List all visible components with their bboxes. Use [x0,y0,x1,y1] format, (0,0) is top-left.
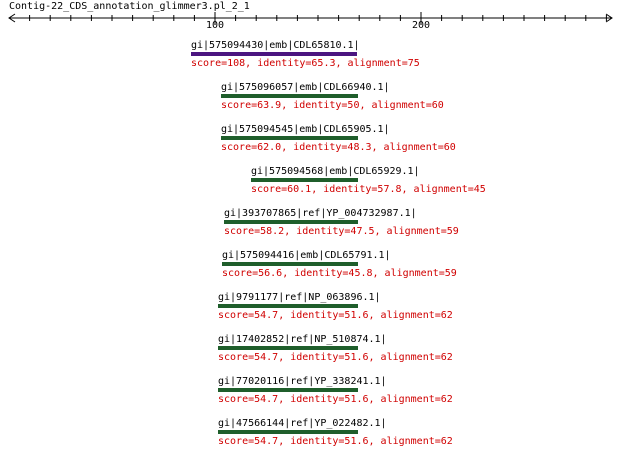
hit-accession[interactable]: gi|575094545|emb|CDL65905.1| [221,124,390,135]
contig-title: Contig-22_CDS_annotation_glimmer3.pl_2_1 [9,1,250,12]
hit-accession[interactable]: gi|17402852|ref|NP_510874.1| [218,334,387,345]
alignment-bar[interactable] [221,136,358,140]
hit-stats: score=58.2, identity=47.5, alignment=59 [224,226,459,237]
ruler-right-arrow-icon [605,13,613,23]
ruler-left-arrow-icon [8,13,16,23]
ruler-minor-ticks [29,15,607,21]
hit-accession[interactable]: gi|9791177|ref|NP_063896.1| [218,292,381,303]
alignment-bar[interactable] [222,262,358,266]
alignment-bar[interactable] [218,388,358,392]
hit-accession[interactable]: gi|77020116|ref|YP_338241.1| [218,376,387,387]
alignment-bar[interactable] [224,220,358,224]
alignment-bar[interactable] [218,430,358,434]
ruler-tick-label-100: 100 [205,20,225,31]
hit-accession[interactable]: gi|575094430|emb|CDL65810.1| [191,40,360,51]
hit-accession[interactable]: gi|393707865|ref|YP_004732987.1| [224,208,417,219]
hit-accession[interactable]: gi|47566144|ref|YP_022482.1| [218,418,387,429]
hit-stats: score=108, identity=65.3, alignment=75 [191,58,420,69]
hit-accession[interactable]: gi|575094568|emb|CDL65929.1| [251,166,420,177]
hit-stats: score=63.9, identity=50, alignment=60 [221,100,444,111]
hit-stats: score=56.6, identity=45.8, alignment=59 [222,268,457,279]
coordinate-ruler [8,12,613,24]
alignment-bar[interactable] [218,304,358,308]
hit-stats: score=54.7, identity=51.6, alignment=62 [218,352,453,363]
alignment-bar[interactable] [191,52,357,56]
alignment-bar[interactable] [218,346,358,350]
hit-stats: score=62.0, identity=48.3, alignment=60 [221,142,456,153]
alignment-bar[interactable] [221,94,358,98]
hit-stats: score=54.7, identity=51.6, alignment=62 [218,310,453,321]
hit-accession[interactable]: gi|575096057|emb|CDL66940.1| [221,82,390,93]
hit-stats: score=54.7, identity=51.6, alignment=62 [218,394,453,405]
ruler-tick-label-200: 200 [411,20,431,31]
alignment-bar[interactable] [251,178,358,182]
hit-stats: score=60.1, identity=57.8, alignment=45 [251,184,486,195]
hit-stats: score=54.7, identity=51.6, alignment=62 [218,436,453,447]
hit-accession[interactable]: gi|575094416|emb|CDL65791.1| [222,250,391,261]
